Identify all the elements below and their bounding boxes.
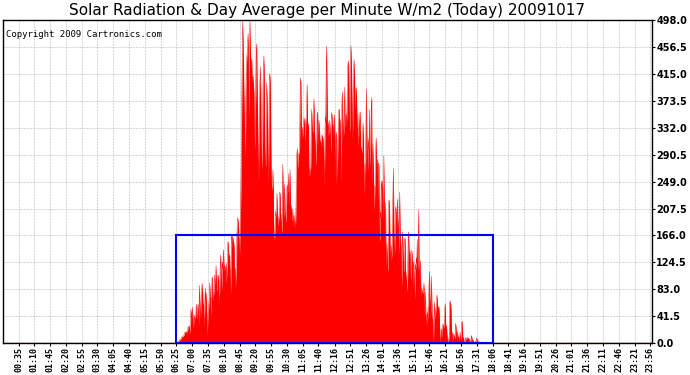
Title: Solar Radiation & Day Average per Minute W/m2 (Today) 20091017: Solar Radiation & Day Average per Minute…: [70, 3, 586, 18]
Bar: [177, 236, 493, 343]
Text: Copyright 2009 Cartronics.com: Copyright 2009 Cartronics.com: [6, 30, 162, 39]
